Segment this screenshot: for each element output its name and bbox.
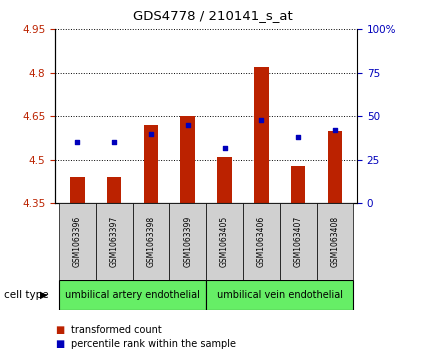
Bar [133, 203, 169, 280]
Text: percentile rank within the sample: percentile rank within the sample [71, 339, 236, 349]
Bar [107, 177, 122, 203]
Point [295, 134, 301, 140]
Bar [317, 203, 353, 280]
Text: transformed count: transformed count [71, 325, 162, 335]
Text: ■: ■ [55, 325, 65, 335]
Bar [70, 177, 85, 203]
Bar [169, 203, 206, 280]
Point [74, 139, 81, 145]
Text: cell type: cell type [4, 290, 49, 300]
Text: GSM1063399: GSM1063399 [183, 216, 192, 267]
Text: umbilical artery endothelial: umbilical artery endothelial [65, 290, 200, 300]
Bar [328, 131, 342, 203]
Point [332, 127, 338, 133]
Bar [291, 166, 306, 203]
Bar [180, 116, 195, 203]
Text: GDS4778 / 210141_s_at: GDS4778 / 210141_s_at [133, 9, 292, 22]
Text: GSM1063398: GSM1063398 [147, 216, 156, 267]
Text: GSM1063407: GSM1063407 [294, 216, 303, 267]
Bar [280, 203, 317, 280]
Text: GSM1063405: GSM1063405 [220, 216, 229, 267]
Bar [206, 203, 243, 280]
Point [111, 139, 118, 145]
Text: GSM1063406: GSM1063406 [257, 216, 266, 267]
Bar [243, 203, 280, 280]
Text: GSM1063397: GSM1063397 [110, 216, 119, 267]
Bar [217, 157, 232, 203]
Point [258, 117, 265, 123]
Text: GSM1063396: GSM1063396 [73, 216, 82, 267]
Text: GSM1063408: GSM1063408 [330, 216, 340, 267]
Bar [59, 280, 206, 310]
Point [221, 144, 228, 150]
Bar [96, 203, 133, 280]
Bar [144, 125, 158, 203]
Point [147, 131, 154, 136]
Bar [59, 203, 96, 280]
Text: ■: ■ [55, 339, 65, 349]
Text: umbilical vein endothelial: umbilical vein endothelial [217, 290, 343, 300]
Text: ▶: ▶ [40, 290, 48, 300]
Bar [206, 280, 353, 310]
Bar [254, 67, 269, 203]
Point [184, 122, 191, 128]
